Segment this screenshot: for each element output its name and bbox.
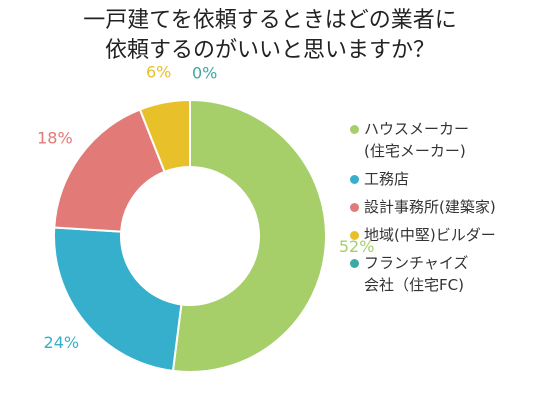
legend-swatch-1 [350, 125, 359, 134]
slice-value-label-2: 24% [44, 333, 80, 352]
legend-swatch-3 [350, 203, 359, 212]
legend-label-4: 地域(中堅)ビルダー [364, 226, 496, 244]
legend-label-1: ハウスメーカー (住宅メーカー) [364, 120, 470, 160]
slice-value-label-1: 52% [339, 237, 375, 256]
donut-slice-4 [138, 98, 191, 174]
donut-slice-2 [53, 226, 183, 373]
legend-swatch-4 [350, 231, 359, 240]
legend-item-5: フランチャイズ 会社（住宅FC) [350, 252, 535, 296]
legend-item-1: ハウスメーカー (住宅メーカー) [350, 118, 535, 162]
chart-legend: ハウスメーカー (住宅メーカー) 工務店設計事務所(建築家) 地域(中堅)ビルダーフ… [350, 118, 535, 302]
chart-title: 一戸建てを依頼するときはどの業者に 依頼するのがいいと思いますか？ [0, 6, 540, 66]
legend-label-5: フランチャイズ 会社（住宅FC) [364, 254, 469, 294]
legend-item-4: 地域(中堅)ビルダー [350, 224, 535, 246]
legend-swatch-5 [350, 259, 359, 268]
legend-item-2: 工務店 [350, 168, 535, 190]
legend-label-2: 工務店 [364, 170, 410, 188]
chart-title-line-1: 一戸建てを依頼するときはどの業者に [83, 8, 457, 33]
slice-value-label-4: 6% [146, 62, 171, 81]
donut-slice-1 [171, 98, 327, 373]
chart-title-line-2: 依頼するのがいいと思いますか？ [104, 38, 435, 63]
legend-item-3: 設計事務所(建築家) [350, 196, 535, 218]
slice-value-label-5: 0% [192, 64, 217, 83]
legend-swatch-2 [350, 175, 359, 184]
legend-label-3: 設計事務所(建築家) [364, 198, 496, 216]
slice-value-label-3: 18% [37, 128, 73, 147]
